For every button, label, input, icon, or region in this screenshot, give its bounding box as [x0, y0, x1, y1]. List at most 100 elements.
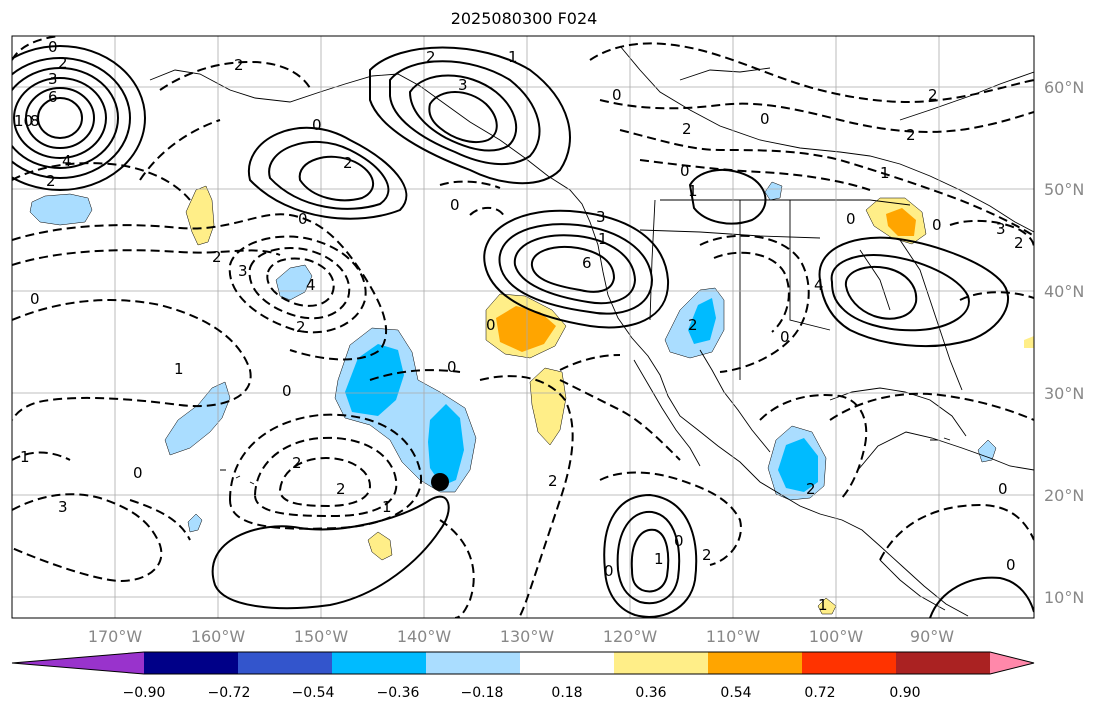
colorbar-labels: −0.90 −0.72 −0.54 −0.36 −0.18 0.18 0.36 … [123, 685, 921, 701]
shade-light-blue [164, 381, 231, 456]
colorbar-segment [426, 652, 521, 674]
lon-label: 120°W [603, 627, 658, 646]
contour-label: 1 [688, 182, 698, 200]
contour-label: 2 [58, 54, 68, 72]
shade-yellow [1024, 336, 1034, 348]
colorbar-outline [11, 651, 1035, 675]
colorbar-tick-label: −0.54 [292, 685, 335, 701]
contour-label: 2 [906, 126, 916, 144]
contour-label: 2 [343, 154, 353, 172]
contour-label: 3 [48, 70, 58, 88]
contour-label: 0 [282, 382, 292, 400]
contour-label: 2 [688, 316, 698, 334]
lat-label: 30°N [1044, 384, 1084, 403]
contour-label: 1 [654, 550, 664, 568]
contour-label: 1 [174, 360, 184, 378]
lon-label: 160°W [191, 627, 246, 646]
lon-label: 150°W [294, 627, 349, 646]
map-title: 2025080300 F024 [450, 9, 598, 28]
contour-label: 2 [296, 318, 306, 336]
colorbar-tick-label: 0.18 [551, 685, 582, 701]
contour-label: 0 [486, 316, 496, 334]
contour-label: 10 [14, 112, 33, 130]
colorbar-segment [238, 652, 333, 674]
contour-label: 0 [450, 196, 460, 214]
negative-contours [12, 36, 1034, 618]
contour-label: 3 [996, 220, 1006, 238]
colorbar-tick-label: −0.18 [461, 685, 504, 701]
colorbar-segments [12, 652, 1034, 674]
shade-light-blue [187, 513, 203, 533]
contour-label: 2 [548, 472, 558, 490]
contour-label: 1 [818, 596, 828, 614]
shade-orange [886, 208, 916, 236]
contour-label: 6 [582, 254, 592, 272]
contour-label: 4 [814, 276, 824, 294]
contour-label: 0 [846, 210, 856, 228]
lat-label: 50°N [1044, 180, 1084, 199]
colorbar-segment [332, 652, 427, 674]
lat-label: 40°N [1044, 282, 1084, 301]
contour-label: 0 [998, 480, 1008, 498]
colorbar-tick-label: 0.54 [720, 685, 751, 701]
contour-label: 0 [780, 328, 790, 346]
contour-label: 0 [604, 562, 614, 580]
colorbar-extend-max [990, 652, 1034, 674]
contour-label: 0 [298, 210, 308, 228]
colorbar-tick-label: −0.90 [123, 685, 166, 701]
shade-yellow [529, 367, 567, 446]
contour-label: 0 [674, 532, 684, 550]
contour-label: 0 [133, 464, 143, 482]
contour-label: 1 [20, 448, 30, 466]
lat-label: 10°N [1044, 588, 1084, 607]
contour-label: 3 [58, 498, 68, 516]
contour-label: 0 [312, 116, 322, 134]
colorbar-tick-label: −0.72 [208, 685, 251, 701]
lon-label: 140°W [397, 627, 452, 646]
contour-label: 1 [508, 48, 518, 66]
contour-label: 0 [447, 358, 457, 376]
contour-label: 2 [46, 172, 56, 190]
colorbar-segment [708, 652, 803, 674]
shade-medium-blue [428, 404, 464, 486]
contour-label: 2 [292, 454, 302, 472]
map-frame [11, 35, 1035, 619]
longitude-axis: 170°W 160°W 150°W 140°W 130°W 120°W 110°… [88, 627, 954, 646]
lon-label: 170°W [88, 627, 143, 646]
contour-label: 0 [932, 216, 942, 234]
shade-yellow [817, 597, 837, 615]
lon-label: 110°W [706, 627, 761, 646]
contour-label: 0 [680, 162, 690, 180]
coastlines [149, 45, 1034, 617]
location-marker [431, 473, 449, 491]
colorbar-tick-label: 0.72 [804, 685, 835, 701]
shade-medium-blue [345, 344, 404, 416]
colorbar-segment [896, 652, 991, 674]
contour-label: 2 [928, 86, 938, 104]
contour-label: 2 [234, 56, 244, 74]
contour-label: 2 [212, 248, 222, 266]
shade-medium-blue [778, 438, 818, 492]
shade-orange [496, 306, 556, 352]
colorbar-segment [520, 652, 615, 674]
contour-label: 1 [382, 498, 392, 516]
contour-label: 2 [1014, 234, 1024, 252]
lat-label: 60°N [1044, 78, 1084, 97]
contour-label: 0 [760, 110, 770, 128]
colorbar-tick-label: 0.90 [889, 685, 920, 701]
shade-medium-blue [688, 298, 716, 344]
contour-label: 1 [598, 230, 608, 248]
contour-label: 2 [426, 48, 436, 66]
contour-label: 4 [62, 152, 72, 170]
colorbar: −0.90 −0.72 −0.54 −0.36 −0.18 0.18 0.36 … [11, 651, 1035, 701]
contour-label: 6 [48, 88, 58, 106]
contour-label: 0 [30, 290, 40, 308]
lon-label: 130°W [500, 627, 555, 646]
contour-label: 3 [458, 76, 468, 94]
contour-label: 2 [336, 480, 346, 498]
contour-label: 1 [880, 164, 890, 182]
shade-yellow [367, 531, 393, 561]
contour-label: 0 [1006, 556, 1016, 574]
lon-label: 90°W [910, 627, 954, 646]
